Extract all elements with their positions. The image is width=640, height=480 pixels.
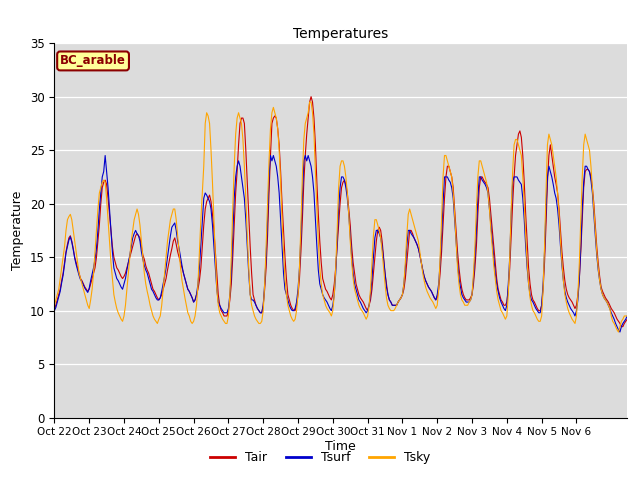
Tsurf xyxy=(540,281,547,287)
Tair xyxy=(245,212,253,217)
Y-axis label: Temperature: Temperature xyxy=(12,191,24,270)
Title: Temperatures: Temperatures xyxy=(293,27,388,41)
Tsurf xyxy=(465,299,473,305)
Text: BC_arable: BC_arable xyxy=(60,54,126,67)
Tair xyxy=(623,316,631,322)
Tair xyxy=(88,276,96,281)
Line: Tsurf: Tsurf xyxy=(54,156,627,332)
Tair xyxy=(259,302,267,308)
Tsurf xyxy=(51,308,58,313)
Tsurf xyxy=(88,271,96,277)
Tsky xyxy=(51,302,58,308)
Tsky xyxy=(623,313,631,319)
Tsurf xyxy=(261,281,269,287)
Tsurf xyxy=(623,313,631,319)
Tsky xyxy=(306,99,314,105)
Tsurf xyxy=(616,329,624,335)
Tair xyxy=(540,287,547,292)
Tsky xyxy=(88,287,96,292)
Line: Tsky: Tsky xyxy=(54,102,627,332)
Legend: Tair, Tsurf, Tsky: Tair, Tsurf, Tsky xyxy=(205,446,435,469)
Tsurf xyxy=(246,292,254,298)
Tsky xyxy=(614,329,622,335)
Tsky xyxy=(245,265,253,271)
X-axis label: Time: Time xyxy=(325,440,356,453)
Tsky xyxy=(612,324,620,330)
Tsky xyxy=(259,308,267,313)
Tair xyxy=(51,306,58,312)
Tair xyxy=(618,324,625,330)
Tsky xyxy=(540,287,547,292)
Tsurf xyxy=(101,153,109,158)
Tsurf xyxy=(612,321,620,326)
Tsky xyxy=(465,299,473,305)
Tair xyxy=(612,313,620,319)
Tair xyxy=(465,297,473,303)
Tair xyxy=(307,94,315,99)
Line: Tair: Tair xyxy=(54,96,627,327)
